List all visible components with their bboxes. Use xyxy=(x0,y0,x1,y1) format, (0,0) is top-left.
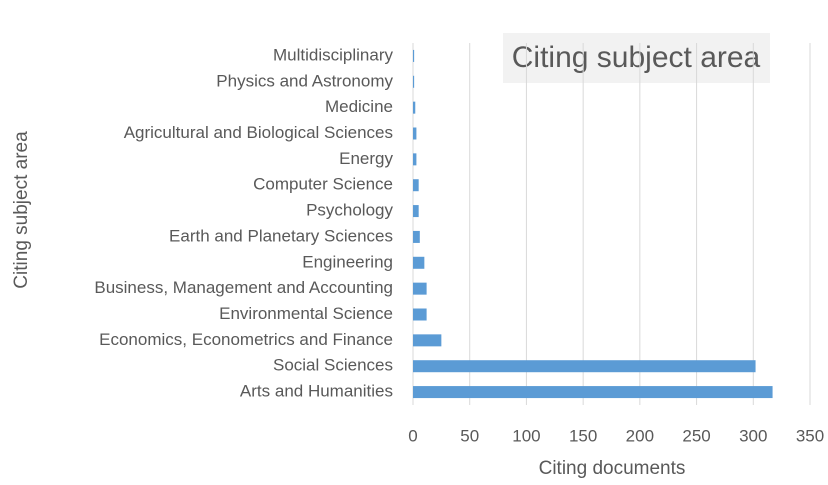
y-tick-label: Multidisciplinary xyxy=(273,45,393,64)
bar xyxy=(413,230,420,243)
y-tick-label: Environmental Science xyxy=(219,304,393,323)
y-tick-label: Engineering xyxy=(302,252,393,271)
bar xyxy=(413,386,773,399)
bar xyxy=(413,282,427,295)
bar xyxy=(413,179,419,192)
y-tick-label: Computer Science xyxy=(253,175,393,194)
bar xyxy=(413,205,419,218)
bar xyxy=(413,153,417,166)
x-tick-label: 0 xyxy=(408,426,417,445)
x-tick-label: 150 xyxy=(569,426,597,445)
x-tick-label: 350 xyxy=(796,426,824,445)
x-tick-label: 200 xyxy=(626,426,654,445)
bar xyxy=(413,334,442,347)
x-tick-label: 250 xyxy=(682,426,710,445)
y-tick-label: Medicine xyxy=(325,97,393,116)
y-tick-label: Arts and Humanities xyxy=(240,382,393,401)
y-tick-label: Agricultural and Biological Sciences xyxy=(124,123,393,142)
y-tick-label: Social Sciences xyxy=(273,356,393,375)
title-box xyxy=(503,33,770,83)
y-tick-label: Economics, Econometrics and Finance xyxy=(99,330,393,349)
bar xyxy=(413,101,416,114)
bar xyxy=(413,308,427,321)
bar xyxy=(413,127,417,140)
bar xyxy=(413,360,756,373)
x-tick-label: 100 xyxy=(512,426,540,445)
x-axis-label: Citing documents xyxy=(539,458,686,479)
bar xyxy=(413,256,425,269)
y-tick-label: Business, Management and Accounting xyxy=(94,278,393,297)
y-tick-label: Earth and Planetary Sciences xyxy=(169,226,393,245)
x-tick-label: 50 xyxy=(460,426,479,445)
y-axis-label: Citing subject area xyxy=(11,131,32,289)
y-tick-label: Physics and Astronomy xyxy=(216,71,393,90)
x-tick-label: 300 xyxy=(739,426,767,445)
y-tick-label: Psychology xyxy=(306,201,393,220)
chart-title: Citing subject area xyxy=(512,41,761,74)
bar xyxy=(413,75,415,88)
y-tick-label: Energy xyxy=(339,149,393,168)
bar xyxy=(413,49,415,62)
